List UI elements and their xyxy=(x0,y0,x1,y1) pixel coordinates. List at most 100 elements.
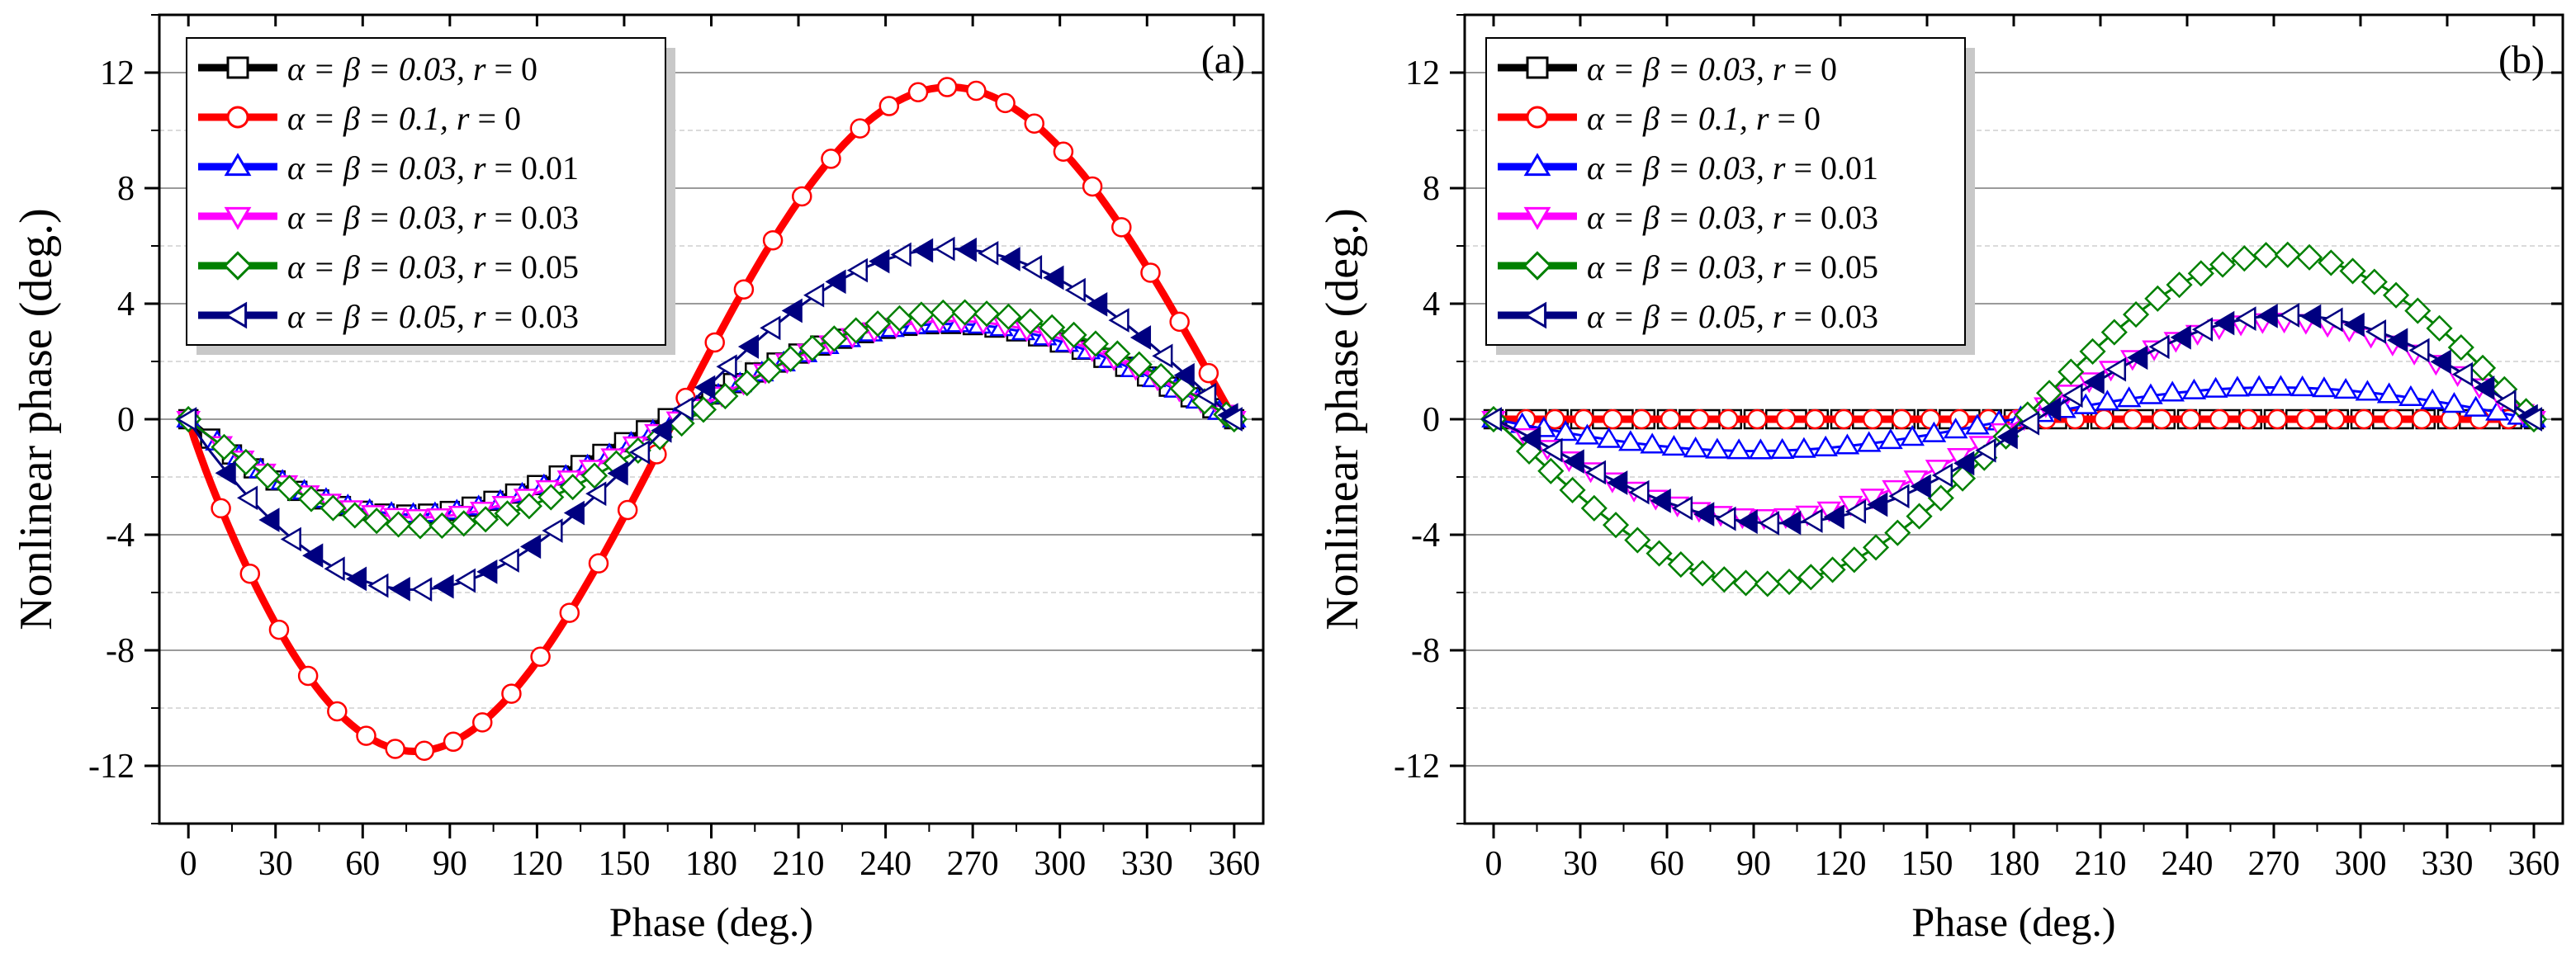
data-point xyxy=(1574,423,1600,445)
data-point xyxy=(1129,325,1152,350)
data-point xyxy=(1965,413,1990,435)
y-tick-label: -8 xyxy=(106,632,135,670)
data-point xyxy=(1943,418,1968,439)
legend-label-value: = 0 xyxy=(1785,50,1837,87)
data-point xyxy=(476,560,498,584)
data-point xyxy=(2138,383,2163,404)
data-point xyxy=(1640,432,1664,454)
data-point xyxy=(978,240,999,266)
data-point xyxy=(1910,474,1931,499)
data-point xyxy=(651,418,672,443)
legend-label-value: = 0 xyxy=(1769,100,1821,137)
data-point xyxy=(471,712,493,733)
data-point xyxy=(1173,362,1195,388)
legend-swatch-marker xyxy=(1523,153,1551,177)
data-point xyxy=(297,485,325,512)
data-point xyxy=(1775,568,1803,596)
data-point xyxy=(1683,437,1708,458)
data-point xyxy=(1746,408,1768,430)
data-point xyxy=(999,247,1020,272)
data-point xyxy=(1688,560,1717,587)
y-tick-label: 8 xyxy=(117,170,135,208)
x-axis-label: Phase (deg.) xyxy=(1911,899,2115,945)
data-point xyxy=(429,512,456,540)
data-point xyxy=(1537,457,1565,484)
data-point xyxy=(1906,503,1933,530)
data-point xyxy=(2225,375,2250,397)
data-point xyxy=(1104,340,1131,367)
legend-label-prefix: α = β = 0.05, xyxy=(1587,298,1773,335)
legend-label-r: r xyxy=(1773,298,1786,335)
data-point xyxy=(367,573,389,598)
data-point xyxy=(995,92,1016,114)
data-point xyxy=(2105,357,2127,382)
axes: 0 30 60 90 120 150 180 210 240 270 300 330 360-12-8-… xyxy=(88,14,1263,883)
data-point xyxy=(2318,249,2345,276)
data-point xyxy=(268,619,290,640)
legend-label-value: = 0.03 xyxy=(1785,298,1878,335)
data-point xyxy=(2235,306,2256,331)
legend-label-value: = 0.01 xyxy=(485,149,579,187)
data-point xyxy=(850,118,870,139)
data-point xyxy=(1927,484,1954,512)
data-point xyxy=(2209,408,2230,430)
data-point xyxy=(694,375,716,400)
legend-label-r: r xyxy=(473,199,486,236)
data-point xyxy=(1975,437,1996,463)
data-point xyxy=(1931,463,1953,488)
data-point xyxy=(878,96,900,116)
data-point xyxy=(411,577,433,602)
legend-swatch-marker xyxy=(226,106,249,129)
legend-label-r: r xyxy=(473,248,486,286)
data-point xyxy=(2203,376,2228,398)
data-point xyxy=(494,500,521,527)
data-point xyxy=(864,310,892,338)
data-point xyxy=(320,494,347,522)
data-point xyxy=(327,701,348,722)
data-point xyxy=(472,506,500,533)
data-point xyxy=(2062,383,2083,408)
data-point xyxy=(1949,465,1977,492)
data-point xyxy=(2322,307,2343,333)
x-tick-label: 210 xyxy=(2075,845,2127,883)
data-point xyxy=(2295,408,2317,430)
data-point xyxy=(1125,351,1153,378)
legend-swatch-marker xyxy=(226,56,249,79)
data-point xyxy=(1792,437,1816,458)
data-point xyxy=(2463,395,2488,417)
data-point xyxy=(1628,479,1650,505)
data-point xyxy=(385,511,412,538)
x-tick-label: 0 xyxy=(1485,845,1503,883)
data-point xyxy=(2290,375,2315,397)
data-point xyxy=(2420,388,2445,409)
legend-label-r: r xyxy=(1773,50,1786,87)
legend-swatch-marker xyxy=(1523,301,1547,329)
x-tick-label: 240 xyxy=(859,845,912,883)
data-point xyxy=(760,315,781,341)
data-point xyxy=(1580,494,1608,522)
data-point xyxy=(2521,407,2543,432)
data-point xyxy=(966,80,987,102)
data-point xyxy=(559,474,586,501)
data-point xyxy=(1660,408,1681,430)
y-tick-label: -12 xyxy=(1394,748,1440,786)
data-point xyxy=(1667,550,1694,578)
data-point xyxy=(1541,437,1563,463)
data-point xyxy=(537,484,565,511)
data-point xyxy=(1064,277,1086,303)
data-point xyxy=(2382,408,2403,430)
legend-label-prefix: α = β = 0.03, xyxy=(287,50,473,87)
y-tick-label: -8 xyxy=(1411,632,1440,670)
x-tick-label: 360 xyxy=(2508,845,2560,883)
data-point xyxy=(2214,310,2235,336)
data-point xyxy=(1596,427,1622,448)
data-point xyxy=(846,257,868,283)
data-point xyxy=(1754,570,1781,597)
data-point xyxy=(2430,349,2451,375)
data-point xyxy=(907,301,935,328)
data-point xyxy=(2252,242,2280,269)
data-point xyxy=(1835,433,1860,455)
data-point xyxy=(2116,386,2142,408)
data-point xyxy=(821,149,841,169)
x-tick-label: 30 xyxy=(1563,845,1598,883)
